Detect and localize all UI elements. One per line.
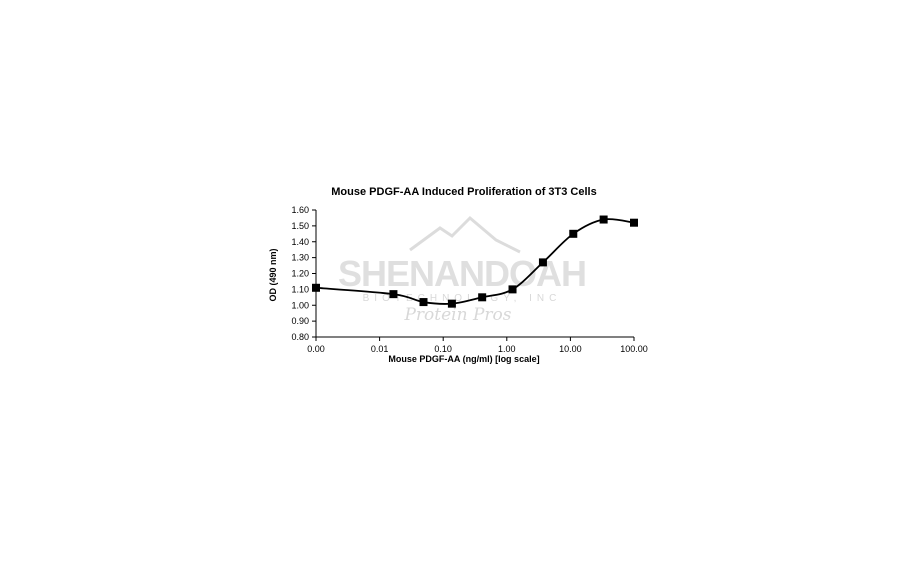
data-point [478,293,487,302]
y-tick-label: 1.50 [291,221,309,231]
x-tick-label: 0.10 [434,344,452,354]
x-tick-label: 0.00 [307,344,325,354]
y-tick-label: 0.90 [291,316,309,326]
chart-title: Mouse PDGF-AA Induced Proliferation of 3… [331,186,596,198]
y-tick-label: 1.40 [291,237,309,247]
series-points [312,215,638,308]
data-point [569,229,578,238]
watermark-logo: SHENANDOAH BIOTECHNOLOGY, INC Protein Pr… [338,215,587,325]
y-tick-label: 1.60 [291,205,309,215]
data-point [389,290,398,299]
series-line [315,218,635,305]
x-axis-label: Mouse PDGF-AA (ng/ml) [log scale] [388,354,539,364]
x-tick-label: 1.00 [498,344,516,354]
watermark-subtitle: BIOTECHNOLOGY, INC [363,293,562,304]
data-point [538,258,547,267]
y-tick-label: 1.30 [291,253,309,263]
y-tick-label: 1.00 [291,300,309,310]
y-axis-ticks: 0.80 0.90 1.00 1.10 1.20 1.30 1.40 1.50 1.60 [291,205,316,342]
y-axis-label: OD (490 nm) [268,248,278,301]
x-tick-label: 100.00 [620,344,648,354]
data-point [630,218,638,227]
watermark-tagline: Protein Pros [403,305,511,325]
data-point [312,283,320,292]
data-point [447,299,456,308]
y-tick-label: 1.20 [291,269,309,279]
data-point [599,215,608,224]
watermark-mountain-icon [409,215,521,254]
x-axis-ticks: 0.00 0.01 0.10 1.00 10.00 100.00 [307,337,648,354]
y-tick-label: 1.10 [291,284,309,294]
x-tick-label: 10.00 [559,344,582,354]
data-point [508,285,517,294]
x-tick-label: 0.01 [371,344,389,354]
watermark-name: SHENANDOAH [338,253,586,294]
y-tick-label: 0.80 [291,332,309,342]
data-point [419,298,428,307]
